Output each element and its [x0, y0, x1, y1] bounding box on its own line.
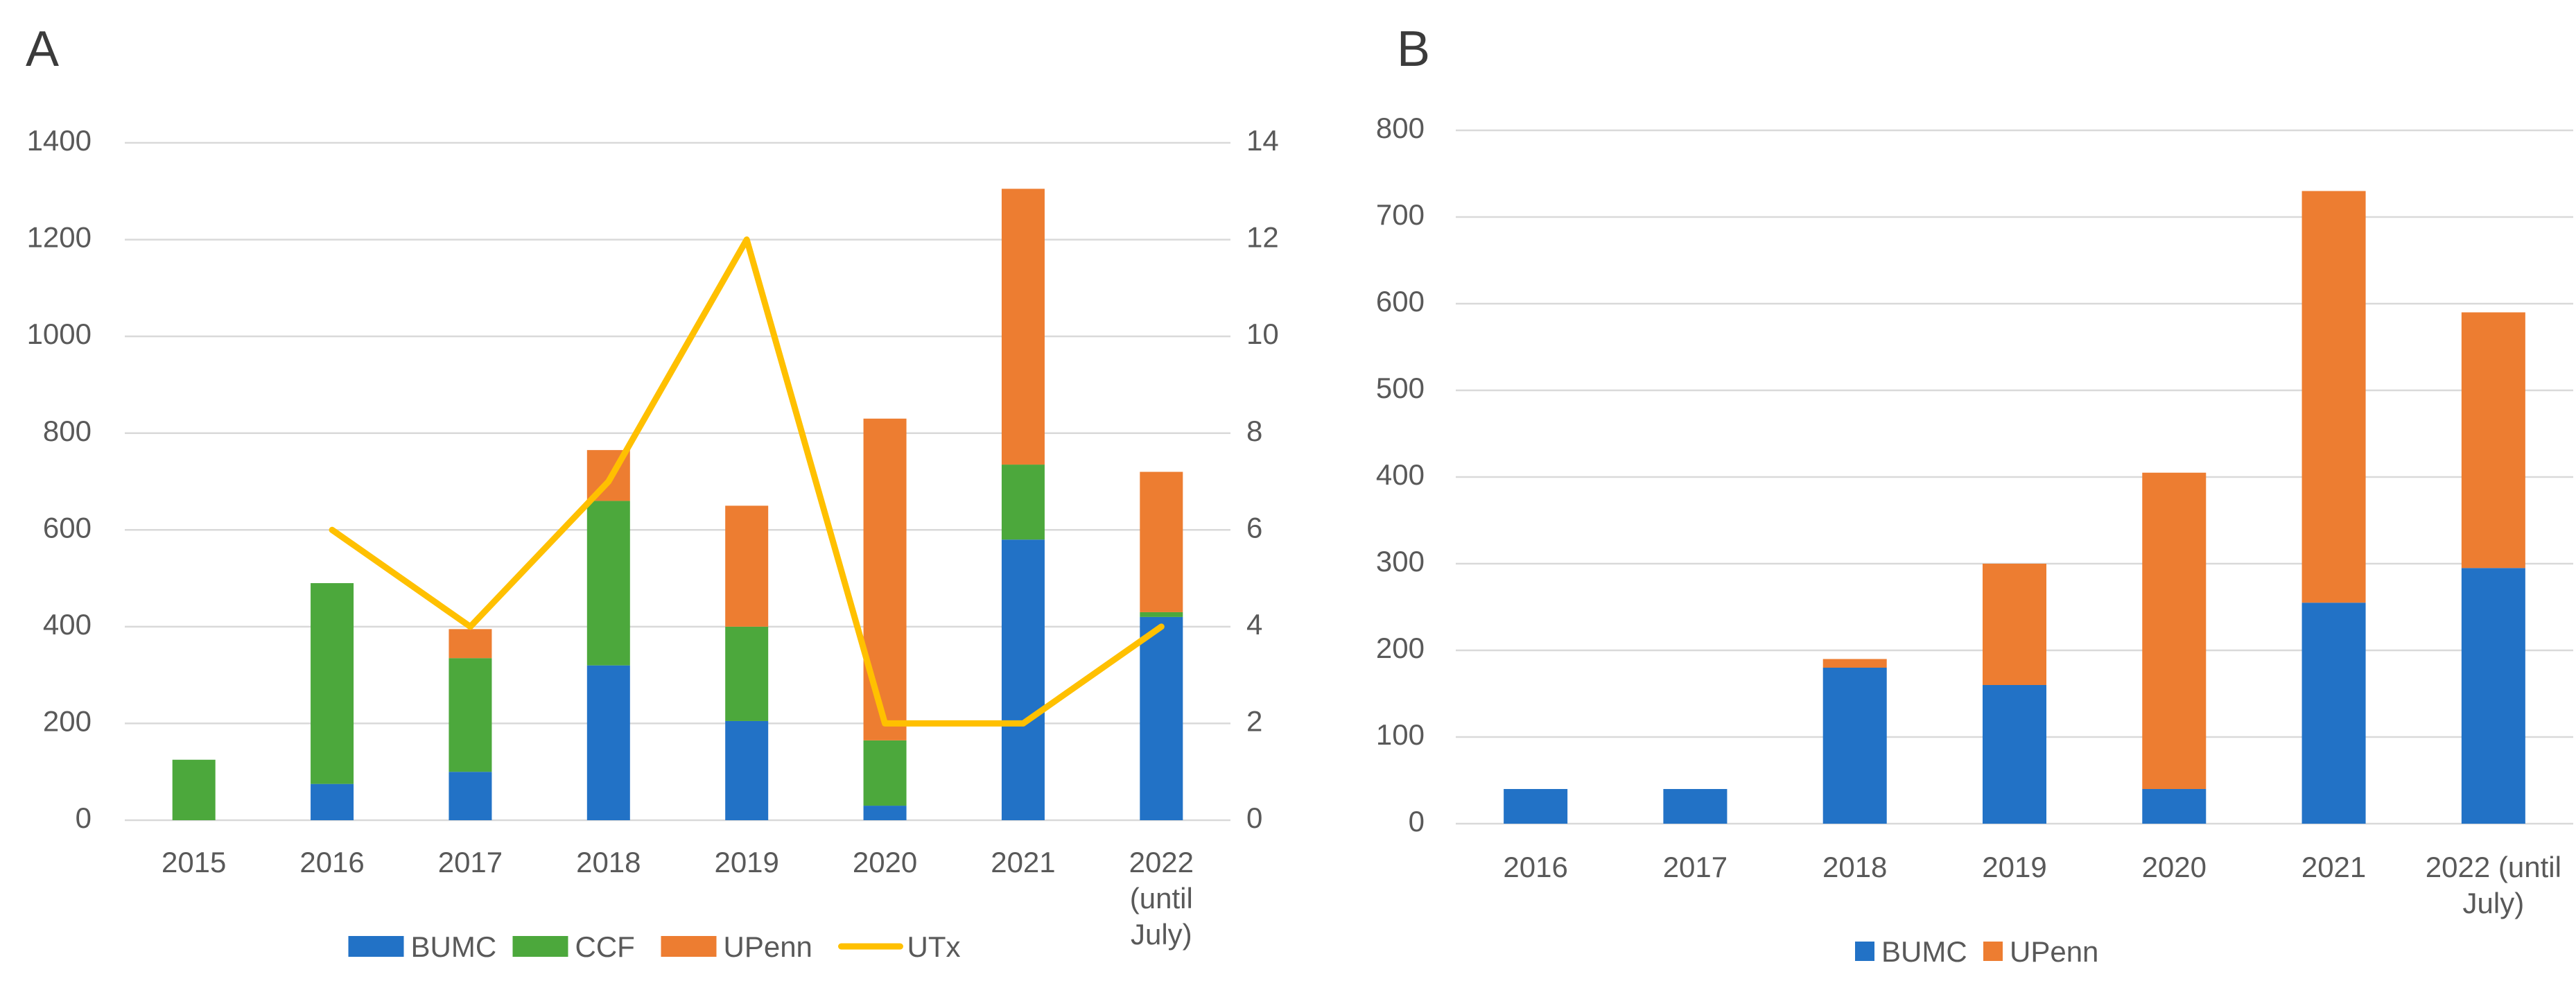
bar-segment-ccf: [863, 740, 907, 806]
y-axis-tick-label: 200: [1376, 632, 1425, 664]
bar-segment-upenn: [449, 629, 492, 659]
x-axis-tick-label: 2018: [1822, 851, 1887, 883]
legend-swatch: [661, 936, 717, 957]
right-axis-tick-label: 8: [1246, 415, 1262, 447]
x-axis-tick-label: July): [1131, 918, 1192, 951]
bar-segment-bumc: [725, 720, 769, 820]
x-axis-tick-label: 2020: [853, 846, 917, 878]
x-axis-tick-label: 2021: [991, 846, 1055, 878]
bar-segment-ccf: [1001, 465, 1045, 540]
legend-label: BUMC: [411, 930, 497, 963]
legend-item-upenn: UPenn: [1983, 935, 2098, 968]
y-axis-tick-label: 1400: [27, 124, 92, 157]
x-axis-tick-label: 2017: [438, 846, 503, 878]
bar-segment-upenn: [2301, 191, 2366, 603]
bar-segment-bumc: [1983, 685, 2046, 824]
bar-segment-bumc: [863, 806, 907, 820]
legend-item-utx: UTx: [838, 930, 961, 963]
legend-swatch: [1983, 942, 2003, 961]
y-axis-tick-label: 600: [43, 511, 92, 544]
bar-segment-upenn: [725, 505, 769, 627]
bar-segment-bumc: [2142, 789, 2207, 824]
legend-swatch: [1855, 942, 1874, 961]
x-axis-tick-label: 2019: [1982, 851, 2046, 883]
bar-segment-bumc: [1504, 789, 1568, 824]
legend-item-bumc: BUMC: [348, 930, 497, 963]
y-axis-tick-label: 100: [1376, 718, 1425, 751]
x-axis-tick-label: July): [2463, 887, 2525, 919]
x-axis-tick-label: 2019: [714, 846, 778, 878]
bar-segment-ccf: [311, 583, 354, 784]
legend-item-ccf: CCF: [512, 930, 635, 963]
bar-segment-upenn: [2461, 312, 2525, 569]
legend-label: UTx: [907, 930, 961, 963]
x-axis-tick-label: 2020: [2142, 851, 2207, 883]
bar-segment-bumc: [2461, 568, 2525, 824]
bar-segment-upenn: [863, 418, 907, 740]
right-axis-tick-label: 2: [1246, 705, 1262, 738]
x-axis-tick-label: 2017: [1663, 851, 1728, 883]
x-axis-tick-label: 2022: [1129, 846, 1194, 878]
bar-segment-bumc: [1663, 789, 1728, 824]
y-axis-tick-label: 800: [1376, 112, 1425, 144]
legend-label: UPenn: [2010, 935, 2098, 968]
bar-segment-ccf: [725, 626, 769, 721]
legend-item-upenn: UPenn: [661, 930, 812, 963]
right-axis-tick-label: 6: [1246, 511, 1262, 544]
legend-label: UPenn: [724, 930, 812, 963]
bar-segment-bumc: [586, 665, 630, 820]
y-axis-tick-label: 500: [1376, 372, 1425, 404]
panel-a-letter: A: [26, 21, 59, 77]
bar-segment-upenn: [1822, 659, 1887, 668]
right-axis-tick-label: 10: [1246, 318, 1279, 350]
bar-segment-bumc: [1822, 668, 1887, 824]
y-axis-tick-label: 400: [1376, 458, 1425, 491]
bar-segment-upenn: [1001, 189, 1045, 465]
right-axis-tick-label: 4: [1246, 608, 1262, 641]
bar-segment-ccf: [172, 759, 216, 820]
x-axis-tick-label: (until: [1130, 882, 1193, 915]
right-axis-tick-label: 0: [1246, 801, 1262, 834]
legend-item-bumc: BUMC: [1855, 935, 1967, 968]
legend-swatch: [512, 936, 568, 957]
bar-segment-bumc: [2301, 603, 2366, 824]
y-axis-tick-label: 1000: [27, 318, 92, 350]
y-axis-tick-label: 600: [1376, 285, 1425, 318]
x-axis-tick-label: 2022 (until: [2426, 851, 2561, 883]
y-axis-tick-label: 700: [1376, 198, 1425, 231]
right-axis-tick-label: 14: [1246, 124, 1279, 157]
legend-swatch: [348, 936, 404, 957]
bar-segment-ccf: [586, 501, 630, 666]
right-axis-tick-label: 12: [1246, 221, 1279, 254]
y-axis-tick-label: 1200: [27, 221, 92, 254]
bar-segment-bumc: [1001, 539, 1045, 820]
legend-label: BUMC: [1881, 935, 1967, 968]
bar-segment-bumc: [449, 772, 492, 820]
y-axis-tick-label: 0: [1409, 805, 1425, 838]
y-axis-tick-label: 200: [43, 705, 92, 738]
y-axis-tick-label: 300: [1376, 545, 1425, 578]
bar-segment-upenn: [1140, 471, 1183, 612]
x-axis-tick-label: 2016: [299, 846, 364, 878]
x-axis-tick-label: 2016: [1503, 851, 1567, 883]
y-axis-tick-label: 400: [43, 608, 92, 641]
panel-b-letter: B: [1397, 21, 1430, 77]
x-axis-tick-label: 2021: [2301, 851, 2366, 883]
x-axis-tick-label: 2018: [576, 846, 641, 878]
x-axis-tick-label: 2015: [162, 846, 226, 878]
line-series-utx: [329, 236, 1165, 727]
chart-b: 0 100 200 300 400 500 600 700 800 2016 2017 2018 201…: [1376, 112, 2573, 968]
bar-segment-ccf: [449, 658, 492, 772]
bar-segment-bumc: [1140, 616, 1183, 820]
y-axis-tick-label: 0: [76, 801, 92, 834]
chart-a: 0 0 200 2 400 4 600 6 800 8 1000 10 1200 12 1400 14 2015…: [27, 124, 1279, 963]
bar-segment-upenn: [1983, 564, 2046, 685]
bar-segment-upenn: [2142, 472, 2207, 789]
legend-label: CCF: [575, 930, 635, 963]
bar-segment-bumc: [311, 783, 354, 820]
y-axis-tick-label: 800: [43, 415, 92, 447]
bar-segment-ccf: [1140, 612, 1183, 617]
